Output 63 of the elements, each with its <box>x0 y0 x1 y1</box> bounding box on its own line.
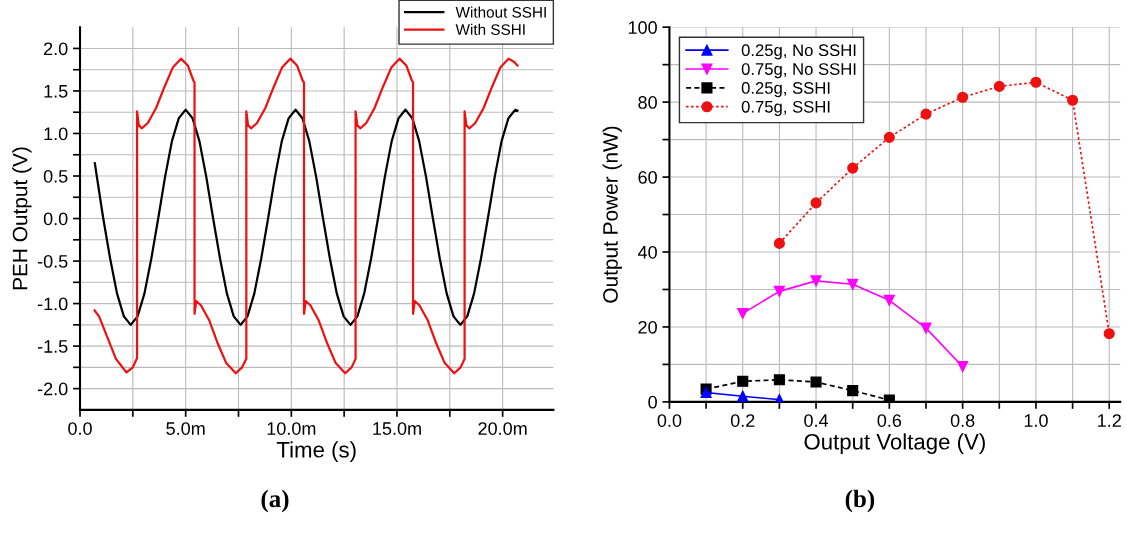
point <box>847 162 859 174</box>
point <box>957 91 969 103</box>
legend-label: With SSHI <box>455 23 525 36</box>
x-tick-label: 1.2 <box>1098 414 1121 427</box>
text: (a) <box>261 489 289 513</box>
point <box>810 197 822 209</box>
y-tick-label: -2.0 <box>37 382 68 396</box>
y-tick-label: 1.5 <box>44 85 68 98</box>
point <box>700 386 712 399</box>
point <box>993 80 1005 92</box>
point <box>737 375 749 387</box>
y-axis-title: Output Power (nW) <box>602 126 622 303</box>
y-axis-title: PEH Output (V) <box>12 147 32 290</box>
x-tick-label: 15.0m <box>373 422 421 435</box>
x-tick-label: 0.6 <box>877 414 902 427</box>
legend-label: 0.25g, No SSHI <box>741 44 856 60</box>
y-tick-label: 0 <box>648 395 657 409</box>
y-tick-label: -1.0 <box>37 297 68 311</box>
legend-label: 0.75g, SSHI <box>741 100 830 116</box>
y-tick-label: 1.0 <box>44 127 68 141</box>
point <box>773 374 785 386</box>
y-tick-label: 20 <box>638 320 657 334</box>
y-tick-label: -1.5 <box>37 340 68 353</box>
x-tick-label: 5.0m <box>166 422 205 435</box>
point <box>810 376 822 388</box>
point <box>773 237 785 249</box>
y-tick-label: 0.5 <box>43 169 68 183</box>
x-axis-title: Output Voltage (V) <box>804 433 985 455</box>
y-tick-label: 100 <box>628 21 657 34</box>
x-tick-label: 0.8 <box>950 414 975 427</box>
point <box>920 108 932 120</box>
point <box>773 285 785 297</box>
y-tick-label: 40 <box>637 245 657 259</box>
y-tick-label: 0.0 <box>43 212 68 226</box>
x-tick-label: 1.0 <box>1024 414 1048 427</box>
text: (b) <box>845 489 875 513</box>
x-tick-label: 10.0m <box>267 422 316 435</box>
y-tick-label: 80 <box>638 96 657 109</box>
point <box>847 385 859 397</box>
point <box>810 275 822 287</box>
point <box>1067 94 1079 106</box>
legend-label: Without SSHI <box>455 6 546 18</box>
point <box>957 361 969 373</box>
legend-label: 0.75g, No SSHI <box>741 63 856 79</box>
x-tick-label: 20.0m <box>478 422 527 435</box>
line-series <box>93 108 519 326</box>
line-series <box>93 57 519 375</box>
x-tick-label: 0.0 <box>68 422 92 435</box>
point <box>1030 76 1042 88</box>
y-tick-label: 2.0 <box>44 42 68 56</box>
point <box>847 278 859 290</box>
y-tick-label: -0.5 <box>37 254 68 268</box>
legend-label: 0.25g, SSHI <box>741 82 830 98</box>
point <box>737 307 749 320</box>
y-tick-label: 60 <box>638 171 657 184</box>
x-axis-title: Time (s) <box>276 441 356 462</box>
x-tick-label: 0.0 <box>657 414 682 427</box>
point <box>1103 328 1115 340</box>
point <box>883 294 895 306</box>
point <box>883 131 895 143</box>
x-tick-label: 0.4 <box>804 414 829 427</box>
x-tick-label: 0.2 <box>730 414 755 427</box>
point <box>737 390 749 402</box>
